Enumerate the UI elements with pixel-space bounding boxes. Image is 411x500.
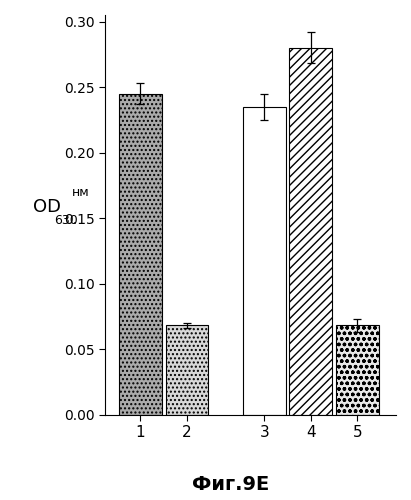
Text: OD: OD (33, 198, 61, 216)
Bar (243, 106, 286, 414)
Bar (336, 326, 379, 414)
Text: нм: нм (72, 186, 90, 200)
Bar (119, 94, 162, 414)
Bar (289, 48, 332, 414)
Text: 630: 630 (54, 214, 78, 228)
Text: Фиг.9E: Фиг.9E (192, 476, 269, 494)
Bar (166, 326, 208, 414)
